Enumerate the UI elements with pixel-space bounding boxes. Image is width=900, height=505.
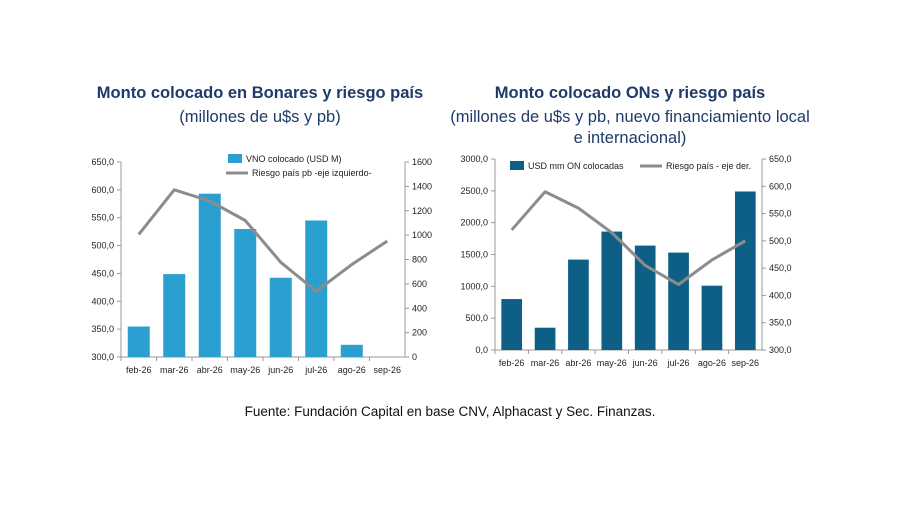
chart1-bar <box>340 344 363 357</box>
chart2-bar <box>668 252 689 350</box>
chart1-x-tick-label: abr-26 <box>197 365 223 375</box>
chart1-right-tick-label: 0 <box>412 352 417 362</box>
chart2-x-tick-label: feb-26 <box>499 358 525 368</box>
chart2-bar <box>568 259 589 350</box>
chart1-x-tick-label: mar-26 <box>160 365 189 375</box>
chart1-bar <box>163 274 186 357</box>
chart1-legend-line-label: Riesgo país pb -eje izquierdo- <box>252 168 372 178</box>
chart1-right-tick-label: 1000 <box>412 230 432 240</box>
chart2-left-tick-label: 3000,0 <box>460 154 488 164</box>
chart1-left-tick-label: 350,0 <box>91 324 114 334</box>
chart1-x-tick-label: jul-26 <box>304 365 327 375</box>
chart1-right-tick-label: 1400 <box>412 181 432 191</box>
chart1-subtitle: (millones de u$s y pb) <box>179 108 341 126</box>
chart2-legend-bar-label: USD mm ON colocadas <box>528 161 624 171</box>
chart1-bar <box>305 220 328 357</box>
chart2-left-tick-label: 2000,0 <box>460 218 488 228</box>
chart2-bar <box>701 285 723 350</box>
chart1-legend-bar-swatch <box>228 154 242 163</box>
chart2-legend-bar-swatch <box>510 161 524 170</box>
chart2-subtitle: (millones de u$s y pb, nuevo financiamie… <box>450 108 810 147</box>
chart2-left-tick-label: 1000,0 <box>460 281 488 291</box>
chart2-left-tick-label: 0,0 <box>475 345 488 355</box>
chart2-bar <box>501 299 523 350</box>
chart1-line-series <box>137 188 389 293</box>
chart2-bar <box>534 327 556 350</box>
chart2-right-tick-label: 500,0 <box>769 236 792 246</box>
chart2-bar <box>601 231 623 350</box>
chart2-left-tick-label: 500,0 <box>465 313 488 323</box>
chart1-right-tick-label: 400 <box>412 303 427 313</box>
chart2-x-tick-label: ago-26 <box>698 358 726 368</box>
chart1-left-tick-label: 650,0 <box>91 157 114 167</box>
chart1-right-tick-label: 800 <box>412 255 427 265</box>
chart2-right-tick-label: 350,0 <box>769 318 792 328</box>
chart2-right-tick-label: 550,0 <box>769 209 792 219</box>
chart2-x-tick-label: may-26 <box>597 358 627 368</box>
chart1-bar <box>269 277 292 357</box>
chart1-left-tick-label: 400,0 <box>91 296 114 306</box>
chart2-bar <box>634 245 656 350</box>
chart2-right-tick-label: 650,0 <box>769 154 792 164</box>
source-note: Fuente: Fundación Capital en base CNV, A… <box>244 404 656 419</box>
chart1-right-tick-label: 1600 <box>412 157 432 167</box>
chart2-line-series <box>510 190 747 287</box>
chart1-x-tick-label: sep-26 <box>373 365 401 375</box>
chart2-right-tick-label: 600,0 <box>769 181 792 191</box>
chart1-x-tick-label: may-26 <box>230 365 260 375</box>
chart2-right-tick-label: 300,0 <box>769 345 792 355</box>
chart2-x-tick-label: jun-26 <box>632 358 658 368</box>
chart1-bar <box>198 193 221 357</box>
chart1-left-tick-label: 450,0 <box>91 268 114 278</box>
chart2-x-tick-label: mar-26 <box>531 358 560 368</box>
chart1-right-tick-label: 1200 <box>412 206 432 216</box>
chart1-bar <box>127 326 150 357</box>
chart1-left-tick-label: 500,0 <box>91 241 114 251</box>
chart2-x-tick-label: abr-26 <box>565 358 591 368</box>
chart2-left-tick-label: 2500,0 <box>460 186 488 196</box>
chart1-right-tick-label: 600 <box>412 279 427 289</box>
chart2-x-tick-label: sep-26 <box>732 358 760 368</box>
chart1-right-tick-label: 200 <box>412 328 427 338</box>
chart2-bar <box>734 191 756 350</box>
chart1-left-tick-label: 600,0 <box>91 185 114 195</box>
chart2-right-tick-label: 450,0 <box>769 263 792 273</box>
chart1-title: Monto colocado en Bonares y riesgo país <box>96 84 424 102</box>
chart1-legend-bar-label: VNO colocado (USD M) <box>246 154 342 164</box>
chart1-x-tick-label: ago-26 <box>338 365 366 375</box>
chart2-left-tick-label: 1500,0 <box>460 250 488 260</box>
chart1-left-tick-label: 300,0 <box>91 352 114 362</box>
chart2-title: Monto colocado ONs y riesgo país <box>494 84 766 102</box>
chart2-legend-line-label: Riesgo país - eje der. <box>666 161 751 171</box>
chart1-x-tick-label: jun-26 <box>267 365 293 375</box>
chart1-left-tick-label: 550,0 <box>91 213 114 223</box>
chart2-right-tick-label: 400,0 <box>769 290 792 300</box>
chart1-bar <box>234 229 257 357</box>
chart1-x-tick-label: feb-26 <box>126 365 152 375</box>
chart2-x-tick-label: jul-26 <box>667 358 690 368</box>
